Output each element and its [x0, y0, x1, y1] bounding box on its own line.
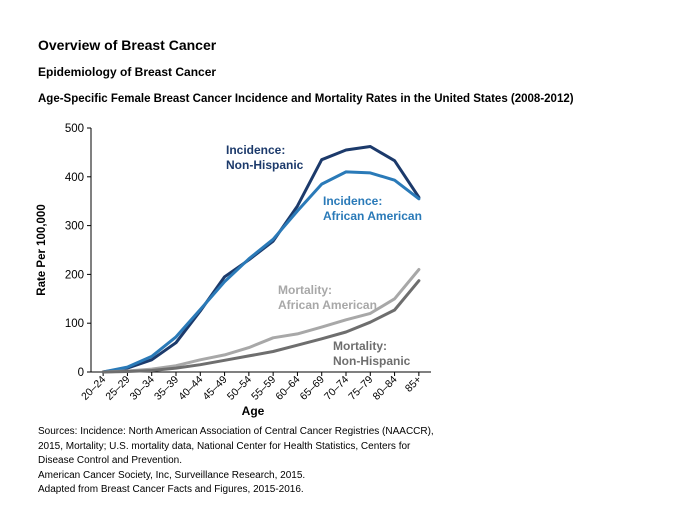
y-tick-label: 400 — [65, 172, 84, 184]
x-tick-label: 25–29 — [103, 374, 132, 403]
series-line-incidence-african-american — [101, 170, 421, 374]
x-tick-label: 55–59 — [249, 374, 278, 403]
line-chart: 010020030040050020–2425–2930–3435–3940–4… — [36, 123, 431, 418]
page-subtitle: Epidemiology of Breast Cancer — [38, 65, 217, 79]
x-tick-label: 65–69 — [298, 374, 327, 403]
x-tick-label: 70–74 — [322, 374, 351, 403]
series-line-mortality-african-american — [101, 268, 421, 374]
x-tick-label: 40–44 — [176, 374, 205, 403]
x-tick-label: 85+ — [403, 374, 424, 395]
source-line: 2015, Mortality; U.S. mortality data, Na… — [38, 440, 411, 452]
page-title: Overview of Breast Cancer — [38, 37, 217, 53]
y-tick-label: 300 — [65, 221, 84, 233]
x-tick-label: 60–64 — [273, 374, 302, 403]
x-tick-label: 50–54 — [225, 374, 254, 403]
y-tick-label: 200 — [65, 269, 84, 281]
series-line-mortality-non-hispanic — [101, 279, 421, 374]
x-tick-label: 80–84 — [371, 374, 400, 403]
chart-lines — [101, 145, 421, 374]
y-tick-label: 500 — [65, 123, 84, 135]
x-axis-title: Age — [242, 404, 265, 418]
series-label-incidence-non-hispanic: Incidence: Non-Hispanic — [226, 143, 304, 172]
x-tick-label: 75–79 — [346, 374, 375, 403]
x-tick-label: 35–39 — [152, 374, 181, 403]
chart-series-labels: Incidence: Non-Hispanic Incidence: African … — [226, 143, 422, 368]
source-line: American Cancer Society, Inc, Surveillan… — [38, 469, 306, 481]
series-label-incidence-african-american: Incidence: African American — [323, 194, 422, 223]
sources-note: Sources: Incidence: North American Assoc… — [38, 425, 434, 498]
chart-title: Age-Specific Female Breast Cancer Incide… — [38, 93, 574, 105]
source-line: Sources: Incidence: North American Assoc… — [38, 426, 434, 437]
x-tick-label: 30–34 — [128, 374, 157, 403]
y-axis-title: Rate Per 100,000 — [36, 204, 48, 295]
y-tick-label: 0 — [78, 367, 84, 379]
source-line: Adapted from Breast Cancer Facts and Fig… — [38, 484, 304, 495]
series-label-mortality-non-hispanic: Mortality: Non-Hispanic — [333, 339, 411, 368]
series-label-mortality-african-american: Mortality: African American — [278, 283, 377, 312]
source-line: Disease Control and Prevention. — [38, 455, 182, 466]
y-tick-label: 100 — [65, 318, 84, 330]
x-tick-label: 45–49 — [201, 374, 230, 403]
